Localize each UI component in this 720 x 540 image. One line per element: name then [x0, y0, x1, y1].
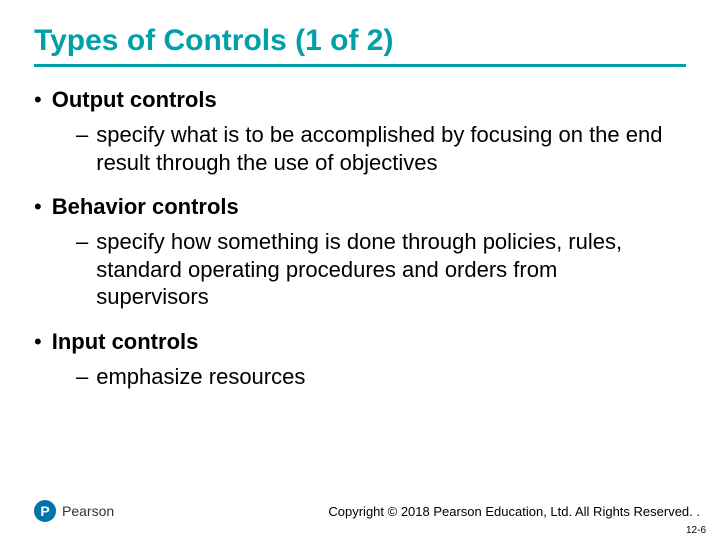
- pearson-logo-text: Pearson: [62, 503, 114, 519]
- bullet-subtext: emphasize resources: [96, 363, 305, 391]
- slide-content: • Output controls – specify what is to b…: [34, 87, 686, 390]
- slide: Types of Controls (1 of 2) • Output cont…: [0, 0, 720, 540]
- bullet-level-2: – emphasize resources: [76, 363, 686, 391]
- title-underline: [34, 64, 686, 67]
- bullet-marker: •: [34, 194, 52, 220]
- pearson-logo: P Pearson: [34, 500, 114, 522]
- bullet-level-2: – specify how something is done through …: [76, 228, 686, 311]
- bullet-subtext: specify how something is done through po…: [96, 228, 666, 311]
- dash-marker: –: [76, 363, 96, 391]
- bullet-heading: Behavior controls: [52, 194, 239, 220]
- pearson-logo-icon: P: [34, 500, 56, 522]
- bullet-level-1: • Behavior controls: [34, 194, 686, 220]
- copyright-text: Copyright © 2018 Pearson Education, Ltd.…: [328, 504, 700, 519]
- bullet-level-1: • Input controls: [34, 329, 686, 355]
- bullet-marker: •: [34, 87, 52, 113]
- bullet-subtext: specify what is to be accomplished by fo…: [96, 121, 666, 176]
- dash-marker: –: [76, 228, 96, 311]
- bullet-level-1: • Output controls: [34, 87, 686, 113]
- bullet-heading: Output controls: [52, 87, 217, 113]
- footer: P Pearson Copyright © 2018 Pearson Educa…: [34, 500, 700, 522]
- page-number: 12-6: [686, 525, 706, 536]
- slide-title: Types of Controls (1 of 2): [34, 24, 686, 58]
- bullet-marker: •: [34, 329, 52, 355]
- bullet-heading: Input controls: [52, 329, 199, 355]
- dash-marker: –: [76, 121, 96, 176]
- bullet-level-2: – specify what is to be accomplished by …: [76, 121, 686, 176]
